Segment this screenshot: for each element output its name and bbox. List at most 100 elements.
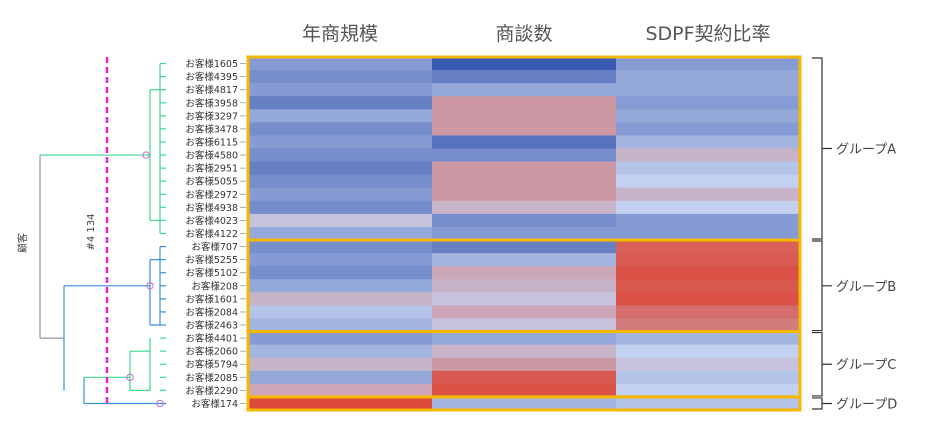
heat-cell: [432, 331, 617, 346]
heat-cell: [248, 148, 433, 163]
heat-cell: [432, 357, 617, 372]
heat-cell: [432, 57, 617, 71]
heat-cell: [432, 344, 617, 359]
heat-cell: [616, 396, 801, 411]
row-label: お客様707: [191, 241, 238, 253]
heat-cell: [248, 57, 433, 71]
heat-cell: [616, 96, 801, 110]
heat-cell: [616, 70, 801, 84]
heat-cell: [616, 331, 801, 346]
heat-cell: [248, 96, 433, 110]
heat-cell: [432, 213, 617, 228]
heat-cell: [616, 344, 801, 359]
dendrogram-node: [142, 151, 150, 159]
heat-cell: [616, 266, 801, 280]
heat-cell: [432, 148, 617, 163]
dendrogram-node: [126, 373, 134, 382]
heat-cell: [248, 70, 433, 84]
group-frame: [246, 395, 802, 412]
heat-cell: [248, 161, 433, 176]
group-bracket: [812, 240, 832, 332]
heat-cell: [616, 174, 801, 189]
row-label: お客様5255: [185, 254, 238, 266]
row-label: お客様3297: [185, 110, 238, 122]
heat-cell: [248, 200, 433, 215]
heat-cell: [432, 305, 617, 319]
heat-cell: [432, 187, 617, 202]
cut-label: #4 134: [86, 213, 97, 250]
row-label: お客様1605: [185, 58, 238, 70]
heat-cell: [616, 135, 801, 150]
dendrogram-branch: [83, 377, 110, 405]
dendrogram-node: [146, 282, 154, 290]
heat-cell: [432, 253, 617, 267]
heat-cell: [432, 226, 617, 241]
row-label: お客様2085: [185, 372, 238, 384]
heat-cell: [432, 383, 617, 398]
heat-cell: [248, 279, 433, 293]
heat-cell: [432, 279, 617, 293]
heat-cell: [432, 122, 617, 136]
group-bracket: [812, 397, 832, 410]
heat-cell: [616, 279, 801, 293]
row-label: お客様5102: [185, 267, 238, 279]
heat-cell: [616, 318, 801, 333]
dendrogram-axis-label: 顧客: [16, 233, 29, 253]
group-label: グループB: [836, 280, 896, 295]
row-label: お客様4938: [185, 202, 238, 214]
heat-cell: [432, 70, 617, 84]
row-label: お客様4580: [185, 150, 238, 162]
group-label: グループD: [836, 397, 897, 412]
heat-cell: [432, 200, 617, 215]
heat-cell: [616, 109, 801, 123]
dendrogram-branch: [129, 350, 150, 391]
heat-cell: [616, 161, 801, 176]
heat-cell: [616, 187, 801, 202]
row-label: お客様4395: [185, 71, 238, 83]
heat-cell: [616, 200, 801, 215]
heat-cell: [248, 122, 433, 136]
row-label: お客様4817: [185, 84, 238, 96]
heat-cell: [248, 83, 433, 97]
heat-cell: [248, 344, 433, 359]
row-label: お客様5055: [185, 176, 238, 188]
heat-cell: [432, 396, 617, 411]
row-label: お客様208: [191, 280, 238, 292]
heat-cell: [248, 135, 433, 150]
heat-cell: [616, 240, 801, 254]
heat-cell: [616, 213, 801, 228]
heat-cell: [432, 292, 617, 306]
heat-cell: [432, 109, 617, 123]
heat-cell: [616, 57, 801, 71]
heat-cell: [248, 318, 433, 333]
heat-cell: [248, 292, 433, 306]
row-label: お客様2463: [185, 320, 238, 332]
heat-cell: [432, 161, 617, 176]
heat-cell: [432, 135, 617, 150]
heat-cell: [248, 370, 433, 385]
heat-cell: [616, 357, 801, 372]
heat-cell: [248, 174, 433, 189]
heat-cell: [432, 370, 617, 385]
heat-cell: [248, 383, 433, 398]
heat-cell: [248, 213, 433, 228]
heat-cell: [616, 383, 801, 398]
group-label: グループA: [836, 143, 896, 158]
row-label: お客様2951: [185, 163, 238, 175]
row-label: お客様2084: [185, 306, 238, 318]
heat-cell: [432, 240, 617, 254]
group-bracket: [812, 57, 832, 240]
heat-cell: [616, 253, 801, 267]
group-bracket: [812, 331, 832, 397]
heat-cell: [432, 266, 617, 280]
row-label: お客様4401: [185, 333, 238, 345]
heat-cell: [248, 253, 433, 267]
heat-cell: [248, 305, 433, 319]
dendrogram-branch: [39, 155, 64, 339]
row-label: お客様2060: [185, 346, 238, 358]
heat-cell: [432, 83, 617, 97]
column-title: 商談数: [495, 23, 552, 45]
heat-cell: [248, 240, 433, 254]
row-label: お客様3478: [185, 123, 238, 135]
heat-cell: [616, 83, 801, 97]
